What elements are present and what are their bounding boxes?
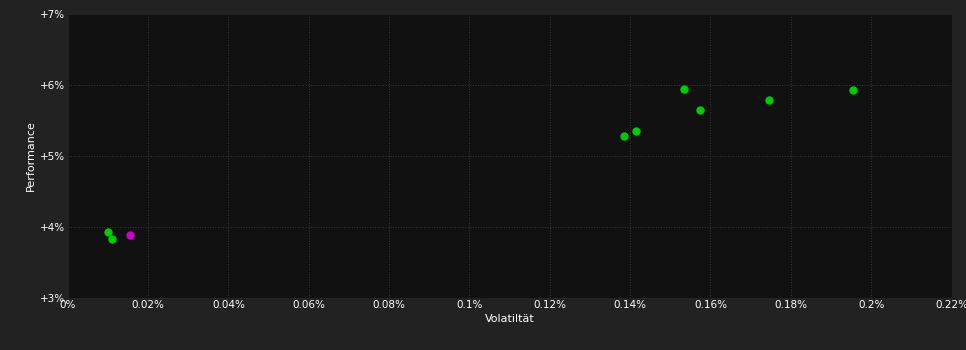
Y-axis label: Performance: Performance	[25, 120, 36, 191]
Point	[122, 232, 137, 238]
Point	[676, 86, 692, 92]
Point	[629, 128, 644, 134]
Point	[100, 229, 116, 234]
Point	[761, 98, 777, 103]
X-axis label: Volatiltät: Volatiltät	[485, 314, 534, 324]
Point	[693, 107, 708, 112]
Point	[845, 87, 861, 93]
Point	[616, 133, 632, 139]
Point	[104, 237, 120, 242]
